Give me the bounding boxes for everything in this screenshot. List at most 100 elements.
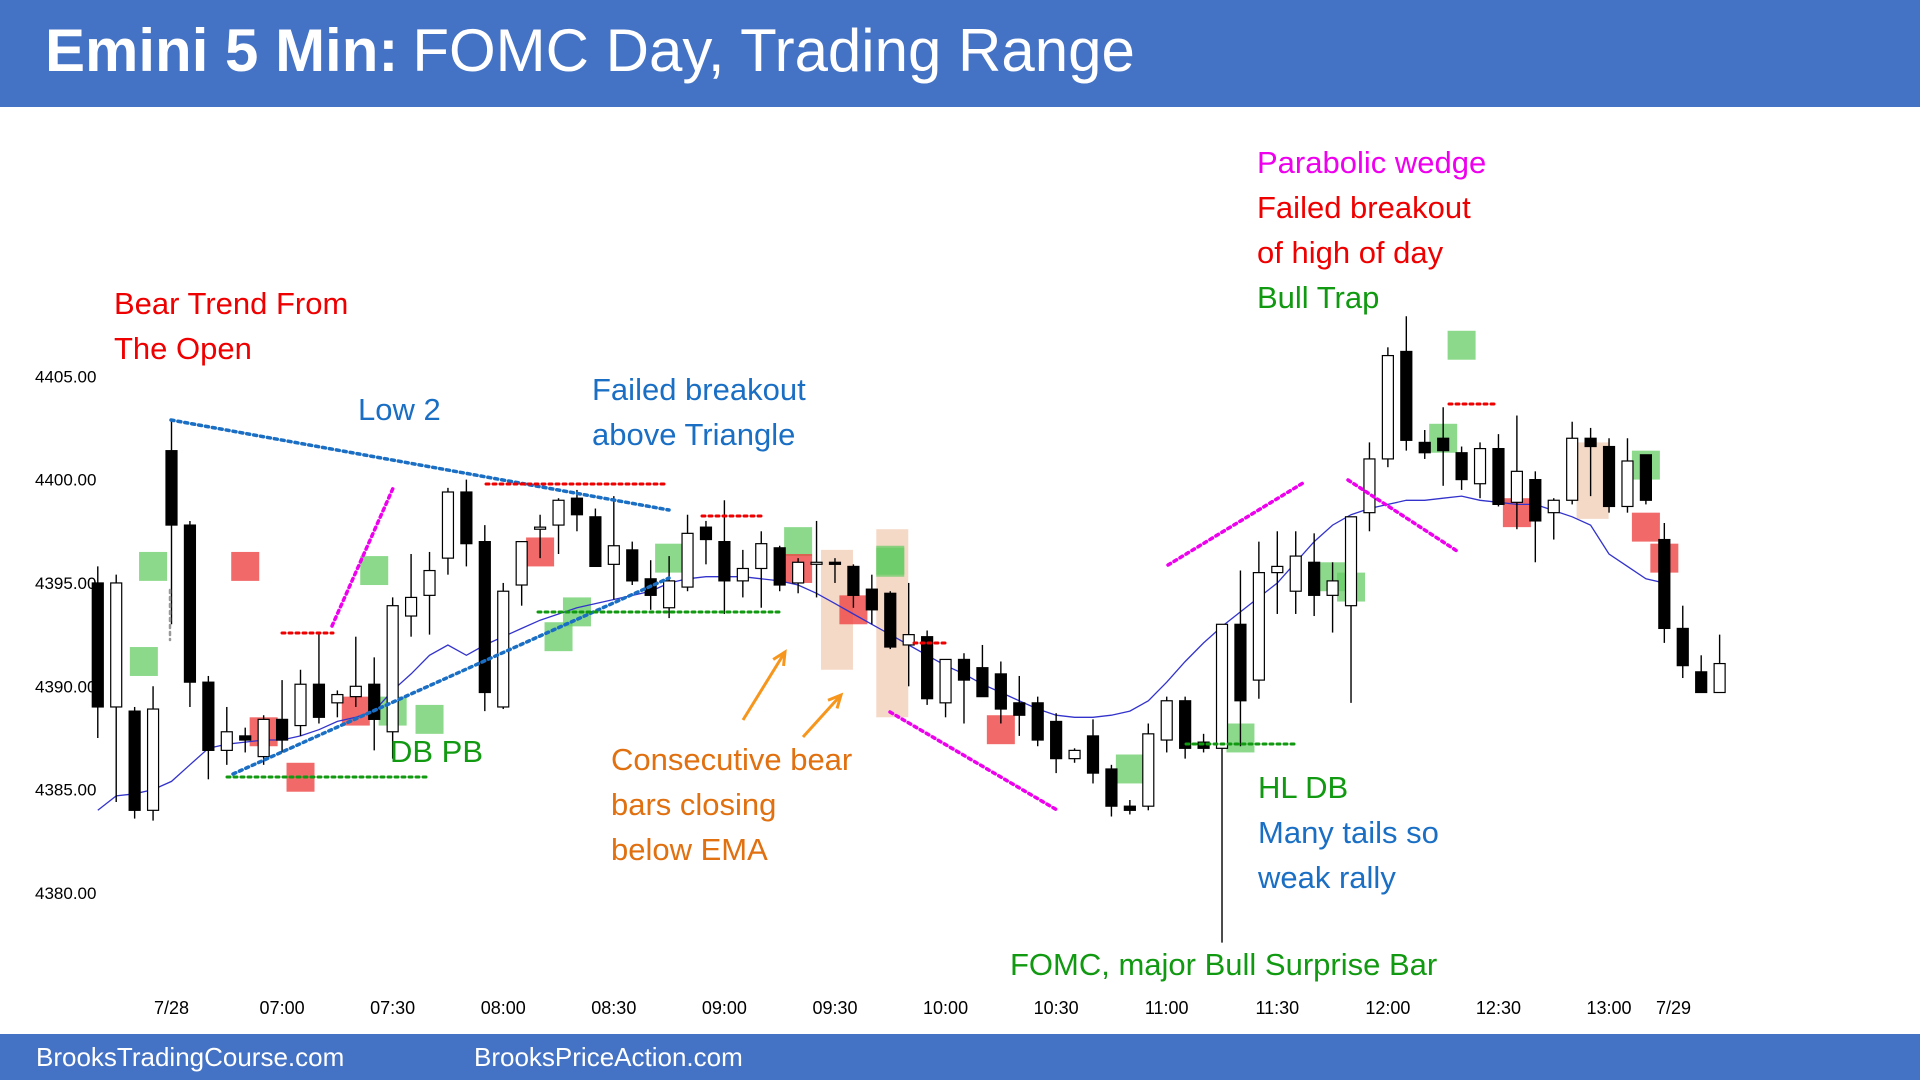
candle (552, 499, 565, 526)
annotation-failed-hod-line1: Failed breakout (1257, 190, 1471, 225)
candle (736, 567, 749, 582)
annotation-consec-line1: Consecutive bear (611, 742, 853, 777)
bull-signal-box (1447, 330, 1476, 360)
bull-signal-box (360, 556, 389, 586)
y-tick-label: 4400.00 (35, 471, 96, 490)
annotation-consec-line3: below EMA (611, 832, 768, 867)
y-tick-label: 4385.00 (35, 781, 96, 800)
candle (1566, 437, 1579, 501)
annotation-parabolic-wedge: Parabolic wedge Failed breakout of high … (1257, 140, 1486, 320)
bear-signal-box (231, 551, 260, 581)
candle (921, 636, 934, 700)
annotation-tails-line1: Many tails so (1258, 815, 1439, 850)
x-tick-label: 09:00 (702, 998, 747, 1018)
y-tick-label: 4395.00 (35, 574, 96, 593)
wedge-line-1 (330, 484, 396, 628)
candle (404, 596, 418, 617)
candle (257, 718, 270, 758)
candle (368, 683, 381, 720)
arrow-2 (801, 693, 843, 739)
candle (1676, 627, 1689, 667)
arrow-1-head (772, 649, 787, 667)
candle (110, 582, 123, 708)
annotation-consec-line2: bars closing (611, 787, 777, 822)
candle (1400, 350, 1413, 441)
candle (1271, 565, 1284, 574)
footer-bar (0, 1034, 1920, 1080)
candle (533, 526, 547, 530)
candle (663, 580, 676, 609)
x-tick-label: 08:30 (591, 998, 636, 1018)
candle (1050, 720, 1063, 760)
parabolic-wedge-line (1166, 481, 1305, 567)
annotation-parabolic-text: Parabolic wedge (1257, 145, 1487, 180)
candle (183, 524, 197, 683)
candle (1381, 354, 1394, 460)
x-tick-label: 7/28 (154, 998, 189, 1018)
candle (773, 547, 786, 586)
candle (1344, 516, 1358, 607)
title-rest: FOMC Day, Trading Range (412, 17, 1135, 84)
wedge-line-3 (1346, 478, 1459, 553)
candle (146, 708, 160, 811)
y-tick-label: 4405.00 (35, 367, 96, 386)
candle (1547, 499, 1560, 514)
candle (994, 673, 1007, 710)
bull-signal-box (415, 704, 444, 734)
y-tick-label: 4380.00 (35, 884, 96, 903)
annotation-bear-trend-line2: The Open (114, 331, 252, 366)
ema-line (97, 495, 1665, 811)
x-tick-label: 12:30 (1476, 998, 1521, 1018)
candle (1455, 452, 1468, 481)
annotation-db-pb: DB PB (390, 729, 483, 774)
candle (1492, 447, 1505, 506)
candle (681, 532, 694, 588)
bull-signal-box (139, 551, 168, 581)
candle (1418, 441, 1431, 454)
candle (239, 735, 252, 741)
candle (699, 526, 713, 541)
candle (1529, 479, 1542, 522)
candle (423, 569, 436, 596)
candle (128, 710, 141, 811)
x-tick-label: 08:00 (481, 998, 526, 1018)
annotation-failed-breakout-line2: above Triangle (592, 417, 796, 452)
candle (460, 491, 473, 545)
x-tick-label: 07:30 (370, 998, 415, 1018)
x-tick-label: 07:00 (260, 998, 305, 1018)
candle (165, 450, 178, 526)
x-tick-label: 10:30 (1034, 998, 1079, 1018)
candle (275, 718, 289, 741)
footer-right-link[interactable]: BrooksPriceAction.com (474, 1042, 743, 1072)
candle (349, 685, 362, 698)
candle (976, 667, 989, 698)
annotation-consecutive-bear: Consecutive bear bars closing below EMA (611, 737, 852, 872)
annotation-hl-db-text: HL DB (1258, 770, 1349, 805)
candle (220, 731, 233, 751)
bull-signal-box (1115, 754, 1144, 784)
annotation-bear-trend-line1: Bear Trend From (114, 286, 349, 321)
candle (570, 497, 584, 516)
candle (1160, 700, 1173, 741)
x-tick-label: 13:00 (1587, 998, 1632, 1018)
bear-signal-box (1631, 512, 1660, 542)
candle (331, 693, 344, 704)
triangle-top-line (169, 418, 671, 512)
annotation-db-pb-text: DB PB (390, 734, 484, 769)
annotation-fomc: FOMC, major Bull Surprise Bar (1010, 942, 1437, 987)
candle (1252, 572, 1265, 681)
x-tick-label: 11:30 (1255, 998, 1299, 1018)
footer-left-link[interactable]: BrooksTradingCourse.com (36, 1042, 345, 1072)
x-tick-label: 11:00 (1145, 998, 1189, 1018)
candle (386, 605, 399, 733)
title-bold: Emini 5 Min: (45, 17, 399, 84)
candle (202, 681, 215, 751)
candle (718, 541, 731, 582)
candle (1658, 538, 1671, 630)
candle (589, 516, 602, 568)
annotation-hl-db: HL DB Many tails so weak rally (1258, 765, 1439, 900)
annotation-failed-breakout-triangle: Failed breakout above Triangle (592, 367, 806, 457)
candle (755, 543, 768, 570)
candle (865, 588, 878, 611)
annotation-failed-breakout-line1: Failed breakout (592, 372, 806, 407)
